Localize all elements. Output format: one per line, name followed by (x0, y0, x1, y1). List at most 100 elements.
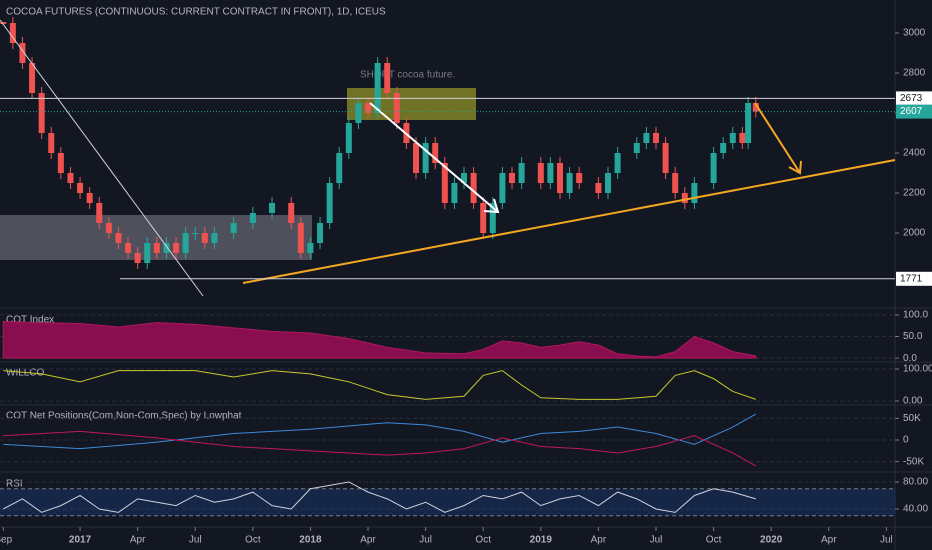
y-tick-label: 50K (903, 413, 921, 424)
x-tick-label: Apr (821, 535, 837, 546)
candle (125, 243, 132, 253)
candle (249, 213, 256, 223)
candle (537, 163, 544, 183)
marks: 200022002400260028003000Sep2017AprJulOct… (0, 17, 932, 546)
candle (489, 203, 496, 233)
y-tick-label: -50K (903, 456, 924, 467)
panel-title: RSI (6, 479, 23, 490)
candle (652, 133, 659, 143)
chart-title: COCOA FUTURES (CONTINUOUS: CURRENT CONTR… (6, 7, 386, 18)
x-tick-label: Oct (475, 535, 491, 546)
candle (470, 173, 477, 203)
candle (480, 203, 487, 233)
candle (38, 93, 45, 133)
candle (422, 143, 429, 173)
candle (595, 183, 602, 193)
y-tick-label: 50.0 (903, 331, 923, 342)
x-tick-label: Jul (419, 535, 432, 546)
candle (441, 163, 448, 203)
x-tick-label: Jul (880, 535, 893, 546)
candle (288, 203, 295, 223)
candle (451, 183, 458, 203)
candle (307, 243, 314, 253)
candle (365, 103, 372, 113)
candle (614, 153, 621, 173)
price-label-box (896, 271, 932, 286)
candle (9, 23, 16, 43)
candle (317, 223, 324, 243)
arrow-head (483, 198, 500, 214)
candle (518, 163, 525, 183)
candle (566, 173, 573, 193)
candle (211, 233, 218, 243)
candle (729, 133, 736, 143)
y-tick-label: 100.00 (903, 364, 932, 375)
candle (105, 223, 112, 233)
x-tick-label: 2020 (760, 535, 783, 546)
price-label-box (896, 104, 932, 119)
candle (96, 203, 103, 223)
candle (662, 143, 669, 173)
y-tick-label: 0.00 (903, 396, 923, 407)
candle (269, 203, 276, 213)
candle (153, 243, 160, 253)
range-box (0, 215, 312, 260)
candle (745, 103, 752, 143)
candle (720, 143, 727, 153)
panel-title: WILLCO (6, 368, 45, 379)
candle (29, 63, 36, 93)
y-tick-label: 2400 (903, 148, 926, 159)
candle (604, 173, 611, 193)
arrow-head (788, 160, 802, 175)
candle (355, 103, 362, 123)
drawings (0, 19, 896, 297)
candle (67, 173, 74, 183)
price-label: 2607 (900, 106, 923, 117)
x-tick-label: Jul (189, 535, 202, 546)
candle (432, 143, 439, 163)
x-tick-label: Apr (130, 535, 146, 546)
x-tick-label: Oct (706, 535, 722, 546)
y-tick-label: 0 (903, 435, 909, 446)
candle (345, 123, 352, 153)
y-tick-label: 100.0 (903, 310, 928, 321)
line (3, 370, 756, 400)
x-tick-label: Apr (591, 535, 607, 546)
candle (173, 243, 180, 253)
candle (509, 173, 516, 183)
x-tick-label: 2019 (530, 535, 553, 546)
x-tick-label: Sep (0, 535, 13, 546)
candle (192, 233, 199, 234)
candle (556, 163, 563, 193)
candle (48, 133, 55, 153)
candle (19, 43, 26, 63)
y-tick-label: 2200 (903, 188, 926, 199)
annotation: SHORT cocoa future. (360, 70, 455, 81)
trend-line (242, 159, 896, 284)
candle (77, 183, 84, 193)
candle (57, 153, 64, 173)
candle (326, 183, 333, 223)
candle (681, 193, 688, 203)
y-tick-label: 2800 (903, 68, 926, 79)
candle (461, 173, 468, 183)
panel-title: COT Index (6, 315, 54, 326)
candle (633, 143, 640, 153)
y-tick-label: 40.00 (903, 504, 928, 515)
candle (576, 173, 583, 183)
candle (230, 223, 237, 233)
candle (115, 233, 122, 243)
candle (201, 233, 208, 243)
candle (710, 153, 717, 183)
candle (86, 193, 93, 203)
line (3, 430, 757, 467)
x-tick-label: 2018 (299, 535, 322, 546)
line (3, 481, 756, 513)
candle (144, 243, 151, 263)
candle (0, 22, 7, 24)
arrow (754, 102, 801, 174)
price-label-box (896, 91, 932, 106)
price-label: 1771 (900, 273, 923, 284)
